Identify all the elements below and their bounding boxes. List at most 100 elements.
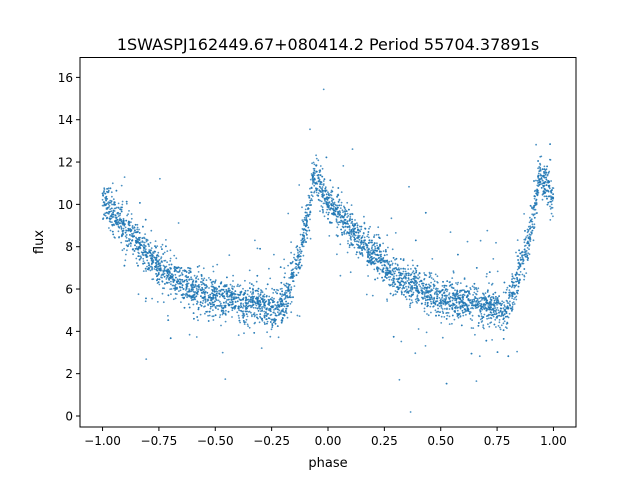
data-point bbox=[110, 201, 112, 204]
data-point bbox=[367, 250, 370, 253]
data-point bbox=[549, 205, 551, 208]
data-point bbox=[438, 297, 441, 299]
data-point bbox=[183, 306, 186, 309]
data-point bbox=[306, 237, 309, 240]
data-point bbox=[507, 355, 510, 358]
data-point bbox=[163, 251, 166, 254]
data-point bbox=[518, 278, 521, 281]
data-point bbox=[109, 199, 112, 202]
data-point bbox=[336, 195, 338, 198]
data-point bbox=[365, 293, 368, 296]
data-point bbox=[147, 262, 150, 264]
data-point bbox=[414, 298, 417, 301]
data-point bbox=[346, 212, 349, 215]
data-point bbox=[132, 232, 135, 235]
data-point bbox=[265, 287, 267, 290]
data-point bbox=[265, 318, 268, 321]
data-point bbox=[173, 254, 176, 257]
data-point bbox=[263, 306, 266, 309]
data-point bbox=[291, 273, 294, 275]
data-point bbox=[154, 259, 157, 261]
data-point bbox=[254, 289, 257, 292]
data-point bbox=[175, 276, 177, 279]
data-point bbox=[211, 285, 214, 288]
data-point bbox=[220, 309, 223, 312]
data-point bbox=[205, 279, 208, 281]
data-point bbox=[479, 310, 482, 313]
data-point bbox=[423, 294, 426, 296]
data-point bbox=[415, 287, 418, 290]
data-point bbox=[516, 239, 519, 242]
data-point bbox=[252, 297, 255, 300]
data-point bbox=[492, 313, 494, 316]
data-point bbox=[300, 250, 303, 253]
data-point bbox=[137, 240, 140, 243]
data-point bbox=[451, 314, 454, 317]
data-point bbox=[440, 298, 442, 301]
data-point bbox=[112, 223, 115, 226]
data-point bbox=[219, 300, 221, 303]
data-point bbox=[409, 304, 411, 307]
data-point bbox=[516, 291, 518, 294]
data-point bbox=[375, 233, 378, 236]
data-point bbox=[181, 279, 184, 281]
data-point bbox=[333, 201, 336, 204]
data-point bbox=[203, 296, 206, 298]
data-point bbox=[197, 308, 200, 311]
data-point bbox=[394, 232, 397, 234]
data-point bbox=[188, 289, 191, 292]
data-point bbox=[311, 162, 313, 165]
data-point bbox=[242, 297, 245, 299]
data-point bbox=[162, 287, 164, 290]
data-point bbox=[425, 283, 428, 286]
data-point bbox=[414, 280, 417, 283]
data-point bbox=[454, 307, 457, 310]
data-point bbox=[360, 239, 363, 242]
data-point bbox=[176, 267, 179, 270]
data-point bbox=[407, 274, 410, 277]
data-point bbox=[290, 296, 292, 299]
data-point bbox=[381, 258, 383, 261]
data-point bbox=[449, 300, 452, 302]
data-point bbox=[351, 212, 353, 215]
data-point bbox=[159, 268, 162, 271]
data-point bbox=[369, 262, 372, 265]
data-point bbox=[190, 295, 193, 298]
data-point bbox=[531, 223, 534, 226]
data-point bbox=[348, 225, 351, 228]
data-point bbox=[509, 304, 511, 307]
data-point bbox=[124, 235, 127, 238]
data-point bbox=[440, 322, 443, 324]
data-point bbox=[455, 305, 458, 307]
data-point bbox=[474, 307, 477, 309]
data-point bbox=[200, 275, 203, 277]
data-point bbox=[344, 225, 347, 228]
data-point bbox=[180, 301, 182, 303]
data-point bbox=[394, 258, 396, 261]
data-point bbox=[207, 303, 209, 306]
data-point bbox=[260, 347, 263, 349]
data-point bbox=[492, 310, 495, 313]
data-point bbox=[182, 293, 185, 295]
data-point bbox=[523, 268, 526, 270]
data-point bbox=[249, 287, 251, 290]
data-point bbox=[220, 288, 223, 291]
data-point bbox=[475, 288, 478, 291]
data-point bbox=[389, 284, 392, 286]
data-point bbox=[318, 178, 321, 181]
data-point bbox=[446, 290, 448, 293]
data-point bbox=[284, 284, 287, 287]
data-point bbox=[477, 322, 480, 324]
data-point bbox=[367, 242, 370, 244]
data-point bbox=[195, 295, 197, 298]
data-point bbox=[499, 326, 501, 329]
data-point bbox=[542, 180, 544, 182]
data-point bbox=[457, 281, 459, 284]
data-point bbox=[134, 223, 137, 226]
data-point bbox=[435, 293, 438, 296]
data-point bbox=[145, 253, 148, 256]
data-point bbox=[335, 234, 338, 237]
data-point bbox=[492, 297, 495, 300]
data-point bbox=[219, 282, 222, 285]
data-point bbox=[220, 294, 223, 296]
